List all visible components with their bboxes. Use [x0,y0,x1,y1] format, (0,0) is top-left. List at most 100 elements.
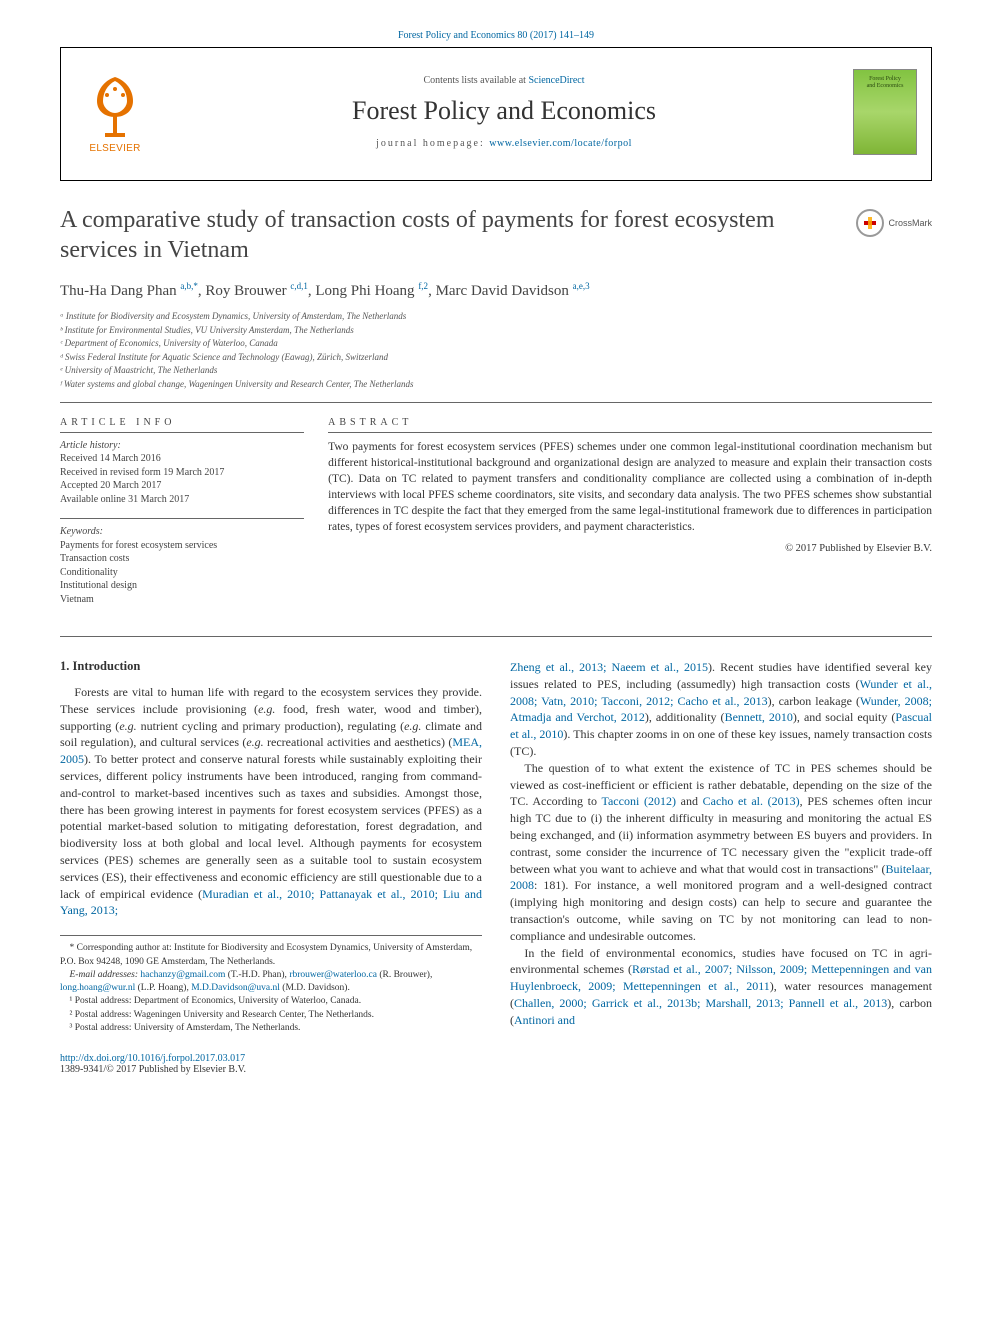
intro-heading: 1. Introduction [60,659,482,674]
crossmark-icon [862,215,878,231]
text: ), carbon leakage ( [768,694,860,708]
email-brouwer[interactable]: rbrouwer@waterloo.ca [289,970,377,980]
abstract-column: ABSTRACT Two payments for forest ecosyst… [328,417,932,619]
journal-title: Forest Policy and Economics [155,96,853,126]
email-hoang[interactable]: long.hoang@wur.nl [60,983,135,993]
text: : 181). For instance, a well monitored p… [510,878,932,942]
column-left: 1. Introduction Forests are vital to hum… [60,659,482,1035]
affiliation-c: ᶜ Department of Economics, University of… [60,337,932,350]
title-block: CrossMark A comparative study of transac… [60,205,932,265]
text: and [676,794,703,808]
article-title: A comparative study of transaction costs… [60,205,932,265]
history-revised: Received in revised form 19 March 2017 [60,466,304,480]
article-history-block: Article history: Received 14 March 2016 … [60,439,304,507]
affiliation-b: ᵇ Institute for Environmental Studies, V… [60,324,932,337]
cover-line1: Forest Policy [869,76,901,83]
abstract-rule [328,432,932,433]
intro-paragraph-2: The question of to what extent the exist… [510,760,932,945]
elsevier-logo: ELSEVIER [75,62,155,162]
footnote-3: ³ Postal address: University of Amsterda… [60,1022,482,1035]
affiliation-a: ᵃ Institute for Biodiversity and Ecosyst… [60,310,932,323]
elsevier-tree-icon [83,71,147,139]
keyword: Transaction costs [60,552,304,566]
authors-line: Thu-Ha Dang Phan a,b,*, Roy Brouwer c,d,… [60,281,932,300]
footnote-emails: E-mail addresses: hachanzy@gmail.com (T.… [60,969,482,996]
author-2: Roy Brouwer [205,283,290,299]
author-3-aff: f,2 [418,281,428,291]
affiliation-f: ᶠ Water systems and global change, Wagen… [60,378,932,391]
author-2-aff: c,d,1 [290,281,308,291]
email-phan[interactable]: hachanzy@gmail.com [140,970,225,980]
crossmark-circle-icon [856,209,884,237]
author-1: Thu-Ha Dang Phan [60,283,180,299]
text: ). This chapter zooms in on one of these… [510,727,932,758]
email-name: (M.D. Davidson). [280,983,350,993]
doi-link[interactable]: http://dx.doi.org/10.1016/j.forpol.2017.… [60,1053,245,1064]
keyword: Vietnam [60,593,304,607]
crossmark-label: CrossMark [888,218,932,228]
text: recreational activities and aesthetics) … [264,735,453,749]
abstract-label: ABSTRACT [328,417,932,428]
journal-citation: Forest Policy and Economics 80 (2017) 14… [60,30,932,41]
author-4-aff: a,e,3 [573,281,590,291]
ref-bennett-2010[interactable]: Bennett, 2010 [725,710,793,724]
keyword: Conditionality [60,566,304,580]
text: ). To better protect and conserve natura… [60,752,482,900]
eg: e.g. [246,735,263,749]
history-online: Available online 31 March 2017 [60,493,304,507]
homepage-link[interactable]: www.elsevier.com/locate/forpol [489,138,632,149]
author-1-aff: a,b, [180,281,193,291]
journal-header: ELSEVIER Contents lists available at Sci… [60,47,932,181]
eg: e.g. [119,719,136,733]
column-right: Zheng et al., 2013; Naeem et al., 2015).… [510,659,932,1035]
meta-abstract-row: ARTICLE INFO Article history: Received 1… [60,417,932,638]
footnote-2: ² Postal address: Wageningen University … [60,1009,482,1022]
intro-paragraph-1-cont: Zheng et al., 2013; Naeem et al., 2015).… [510,659,932,1029]
email-davidson[interactable]: M.D.Davidson@uva.nl [191,983,280,993]
cover-line2: and Economics [867,83,904,90]
footnote-corresponding: * Corresponding author at: Institute for… [60,942,482,969]
header-center: Contents lists available at ScienceDirec… [155,75,853,149]
keywords-rule [60,518,304,519]
text: ), additionality ( [645,710,725,724]
history-accepted: Accepted 20 March 2017 [60,479,304,493]
eg: e.g. [258,702,275,716]
article-info-label: ARTICLE INFO [60,417,304,428]
keyword: Payments for forest ecosystem services [60,539,304,553]
body-columns: 1. Introduction Forests are vital to hum… [60,659,932,1035]
intro-paragraph-3: In the field of environmental economics,… [510,945,932,1029]
author-4: Marc David Davidson [436,283,573,299]
history-heading: Article history: [60,439,304,453]
article-info-rule [60,432,304,433]
text: nutrient cycling and primary production)… [137,719,404,733]
ref-cacho-2013[interactable]: Cacho et al. (2013) [703,794,800,808]
ref-challen-etal[interactable]: Challen, 2000; Garrick et al., 2013b; Ma… [514,996,887,1010]
abstract-text: Two payments for forest ecosystem servic… [328,439,932,536]
sciencedirect-link[interactable]: ScienceDirect [528,75,584,86]
keywords-block: Keywords: Payments for forest ecosystem … [60,525,304,606]
email-name: (L.P. Hoang), [135,983,191,993]
affiliations: ᵃ Institute for Biodiversity and Ecosyst… [60,310,932,403]
ref-zheng-etal[interactable]: Zheng et al., 2013; Naeem et al., 2015 [510,660,708,674]
text: ), and social equity ( [793,710,895,724]
email-name: (T.-H.D. Phan), [225,970,289,980]
sep: , [428,283,436,299]
affiliation-e: ᵉ University of Maastricht, The Netherla… [60,364,932,377]
abstract-copyright: © 2017 Published by Elsevier B.V. [328,543,932,554]
author-3: Long Phi Hoang [315,283,418,299]
elsevier-label: ELSEVIER [89,143,140,154]
crossmark-badge[interactable]: CrossMark [856,209,932,237]
journal-homepage: journal homepage: www.elsevier.com/locat… [155,138,853,149]
contents-line: Contents lists available at ScienceDirec… [155,75,853,86]
eg: e.g. [404,719,421,733]
history-received: Received 14 March 2016 [60,452,304,466]
keywords-heading: Keywords: [60,525,304,539]
issn-copyright: 1389-9341/© 2017 Published by Elsevier B… [60,1064,246,1075]
article-info-column: ARTICLE INFO Article history: Received 1… [60,417,304,619]
footer-row: http://dx.doi.org/10.1016/j.forpol.2017.… [60,1053,932,1075]
ref-antinori[interactable]: Antinori and [514,1013,575,1027]
contents-prefix: Contents lists available at [423,75,528,86]
keyword: Institutional design [60,579,304,593]
ref-tacconi-2012[interactable]: Tacconi (2012) [601,794,675,808]
journal-cover-thumbnail: Forest Policy and Economics [853,69,917,155]
